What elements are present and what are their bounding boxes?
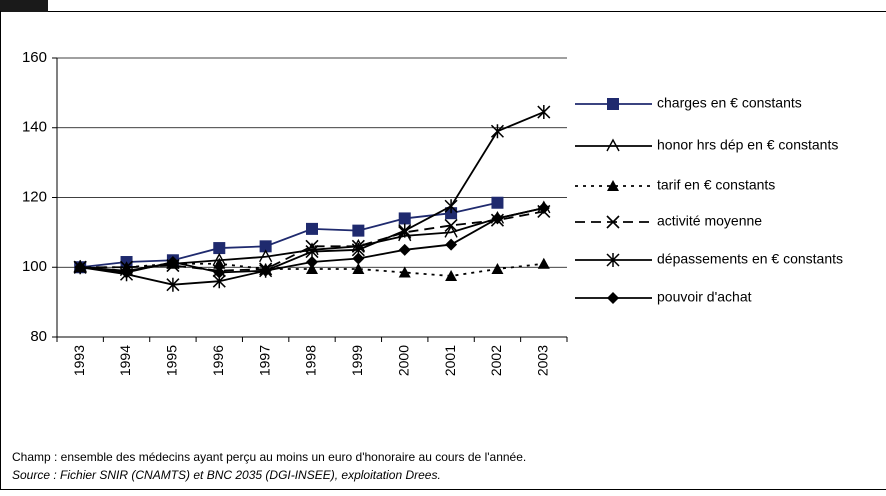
marker <box>445 269 458 281</box>
marker <box>491 262 504 274</box>
x-tick-label: 1996 <box>210 345 226 376</box>
marker <box>607 180 619 191</box>
marker <box>166 256 179 269</box>
x-tick-label: 2001 <box>442 345 458 376</box>
legend-label: honor hrs dép en € constants <box>657 137 838 153</box>
marker <box>213 257 226 269</box>
marker <box>444 218 458 232</box>
y-tick-label: 160 <box>22 49 47 66</box>
legend-label: tarif en € constants <box>657 177 775 193</box>
marker <box>398 223 412 238</box>
marker <box>444 199 458 214</box>
marker <box>259 240 272 253</box>
y-tick-label: 100 <box>22 258 47 275</box>
marker <box>537 257 550 269</box>
note-source: Source : Fichier SNIR (CNAMTS) et BNC 20… <box>12 468 441 482</box>
legend-label: dépassements en € constants <box>657 251 843 267</box>
x-tick-label: 1994 <box>117 345 133 376</box>
marker <box>606 138 620 152</box>
marker <box>398 266 411 278</box>
legend-label: pouvoir d'achat <box>657 289 752 305</box>
marker <box>352 224 365 237</box>
legend-label: activité moyenne <box>657 213 762 229</box>
marker <box>491 212 504 225</box>
marker <box>606 215 620 229</box>
marker <box>213 266 226 279</box>
marker <box>352 252 365 265</box>
marker <box>398 212 411 225</box>
x-tick-label: 2003 <box>535 345 551 376</box>
marker <box>491 196 504 209</box>
x-tick-label: 1999 <box>349 345 365 376</box>
marker <box>306 262 318 274</box>
marker <box>306 256 318 269</box>
x-tick-label: 2000 <box>395 345 411 376</box>
x-tick-label: 1997 <box>256 345 272 376</box>
marker <box>537 201 550 214</box>
series-line <box>80 201 498 269</box>
marker <box>212 252 226 266</box>
marker <box>607 292 619 304</box>
y-tick-label: 140 <box>22 119 47 136</box>
x-tick-label: 1998 <box>303 345 319 376</box>
marker <box>352 262 365 274</box>
marker <box>120 266 133 279</box>
marker <box>537 105 551 120</box>
marker <box>445 238 458 251</box>
marker <box>490 124 504 139</box>
note-champ: Champ : ensemble des médecins ayant perç… <box>12 450 526 464</box>
y-tick-label: 80 <box>30 328 47 345</box>
marker <box>259 249 273 263</box>
marker <box>306 222 318 235</box>
marker <box>259 264 272 277</box>
legend-label: charges en € constants <box>657 95 802 111</box>
marker <box>607 98 619 110</box>
x-tick-label: 1995 <box>164 345 180 376</box>
x-tick-label: 2002 <box>488 345 504 376</box>
x-tick-label: 1993 <box>71 345 87 376</box>
marker <box>398 243 411 256</box>
marker <box>213 242 226 255</box>
marker <box>606 253 620 267</box>
marker <box>74 261 87 274</box>
header-tab <box>0 0 48 12</box>
y-tick-label: 120 <box>22 188 47 205</box>
marker <box>166 277 180 292</box>
